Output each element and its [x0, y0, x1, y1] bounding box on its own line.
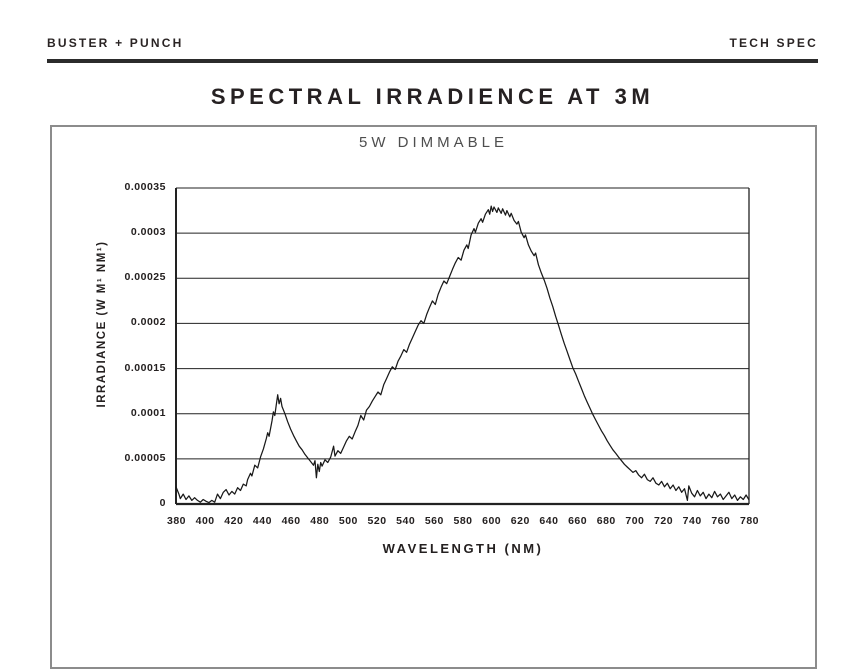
tech-spec-page: BUSTER + PUNCH TECH SPEC SPECTRAL IRRADI…: [47, 36, 818, 669]
header-rule: [47, 59, 818, 63]
x-tick-label: 640: [539, 515, 559, 527]
x-tick-label: 760: [711, 515, 731, 527]
y-tick-label: 0.00025: [124, 271, 166, 284]
x-tick-label: 460: [281, 515, 301, 527]
x-tick-label: 480: [310, 515, 330, 527]
doc-type-label: TECH SPEC: [729, 36, 818, 50]
x-tick-label: 580: [453, 515, 473, 527]
x-tick-label: 780: [739, 515, 760, 527]
x-tick-label: 680: [596, 515, 616, 527]
y-tick-label: 0.00015: [124, 361, 166, 374]
x-tick-label: 440: [252, 515, 272, 527]
x-tick-label: 380: [166, 515, 187, 527]
spectral-curve: [175, 205, 750, 504]
brand-logo-text: BUSTER + PUNCH: [47, 36, 184, 50]
x-tick-label: 620: [510, 515, 530, 527]
y-tick-label: 0.0001: [130, 406, 166, 419]
spectral-chart: IRRADIANCE (W M¹ NM¹) 0.00035 0.0003 0.000…: [96, 181, 760, 556]
y-tick-label: 0.00035: [124, 181, 166, 193]
x-axis-title: WAVELENGTH (NM): [382, 541, 544, 556]
page-title: SPECTRAL IRRADIENCE AT 3M: [210, 84, 655, 109]
chart-subtitle: 5W DIMMABLE: [358, 134, 508, 151]
x-tick-label: 420: [224, 515, 244, 527]
x-tick-label: 540: [396, 515, 416, 527]
x-tick-label: 720: [654, 515, 674, 527]
x-tick-label: 560: [424, 515, 444, 527]
plot-svg: [175, 187, 750, 506]
x-tick-label: 660: [568, 515, 588, 527]
y-tick-label: 0.0003: [130, 226, 166, 239]
x-tick-label: 740: [682, 515, 702, 527]
x-tick-label: 700: [625, 515, 645, 527]
y-tick-label: 0: [159, 497, 166, 509]
x-tick-label: 400: [195, 515, 215, 527]
x-tick-label: 520: [367, 515, 387, 527]
x-tick-label: 500: [338, 515, 358, 527]
y-tick-label: 0.00005: [124, 451, 166, 464]
x-tick-label: 600: [482, 515, 502, 527]
y-tick-label: 0.0002: [130, 316, 166, 329]
